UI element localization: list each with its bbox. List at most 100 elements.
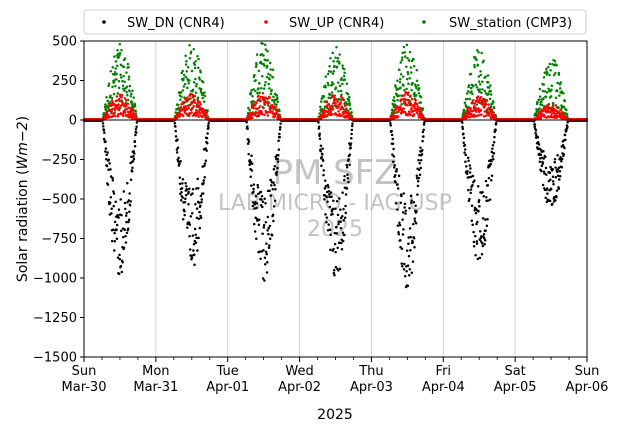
sw-dn-point [122, 235, 125, 239]
sw-dn-point [263, 279, 266, 282]
sw-station-point [338, 62, 341, 65]
sw-dn-point [113, 220, 117, 224]
sw-dn-point [252, 183, 256, 186]
sw-dn-point [194, 203, 197, 206]
sw-dn-point [325, 195, 328, 199]
sw-dn-point [343, 178, 346, 182]
sw-dn-point [206, 141, 209, 145]
sw-dn-point [330, 195, 333, 199]
sw-dn-point [107, 158, 111, 161]
sw-dn-point [319, 149, 322, 153]
sw-station-point [331, 51, 334, 55]
sw-station-point [350, 110, 353, 114]
sw-dn-point [197, 201, 201, 204]
sw-dn-point [389, 121, 392, 125]
sw-up-point [127, 110, 130, 114]
x-tick-label-date: Apr-04 [422, 380, 465, 395]
sw-dn-point [122, 190, 126, 193]
sw-station-point [106, 99, 110, 103]
sw-dn-point [419, 146, 422, 149]
sw-station-point [538, 107, 541, 110]
legend-label-sw-station: SW_station (CMP3) [449, 16, 572, 31]
sw-dn-point [417, 176, 421, 180]
sw-dn-point [274, 188, 277, 191]
sw-station-point [419, 95, 423, 99]
sw-dn-point [276, 166, 279, 170]
sw-dn-point [492, 152, 496, 155]
sw-station-point [177, 106, 180, 110]
sw-dn-point [401, 211, 405, 214]
sw-station-point [343, 67, 346, 71]
sw-dn-point [102, 137, 106, 141]
sw-dn-point [279, 122, 282, 125]
x-tick-label-date: Apr-06 [566, 380, 609, 395]
sw-dn-point [412, 200, 416, 204]
sw-up-point [321, 116, 325, 119]
sw-station-point [548, 73, 551, 77]
sw-up-point [479, 109, 483, 112]
sw-dn-point [471, 223, 474, 226]
sw-dn-point [266, 261, 269, 264]
sw-dn-point [421, 148, 424, 152]
sw-dn-point [342, 219, 346, 222]
sw-up-point [335, 113, 339, 117]
sw-dn-point [402, 228, 405, 231]
sw-station-point [465, 92, 469, 95]
sw-dn-point [462, 132, 465, 135]
sw-dn-point [257, 192, 260, 196]
sw-dn-point [260, 194, 264, 198]
sw-up-point [118, 106, 121, 109]
sw-dn-point [262, 223, 266, 227]
sw-station-point [345, 82, 349, 86]
sw-up-point [485, 99, 489, 102]
sw-station-point [402, 84, 405, 87]
sw-dn-point [323, 187, 327, 190]
sw-dn-point [257, 218, 261, 222]
sw-dn-point [265, 252, 268, 256]
sw-dn-point [276, 157, 279, 161]
sw-dn-point [272, 219, 275, 223]
sw-dn-point [206, 124, 210, 127]
sw-dn-point [126, 201, 129, 204]
sw-dn-point [113, 240, 117, 243]
sw-dn-point [252, 187, 255, 191]
sw-dn-point [268, 224, 272, 228]
sw-up-point [551, 104, 555, 107]
sw-station-point [392, 96, 396, 99]
sw-station-point [562, 105, 566, 108]
sw-station-point [107, 84, 110, 88]
legend-frame [83, 9, 587, 35]
sw-dn-point [554, 166, 557, 169]
sw-dn-point [406, 284, 410, 287]
sw-station-point [399, 61, 403, 64]
watermark: PM SFZ LAB MICRO - IAG USP 2025 [218, 153, 452, 242]
sw-dn-point [271, 187, 275, 191]
sw-up-point [193, 94, 197, 98]
sw-dn-point [102, 129, 106, 132]
sw-station-point [255, 63, 258, 67]
sw-dn-point [196, 249, 199, 252]
sw-up-point [473, 102, 476, 105]
sw-dn-point [549, 165, 552, 169]
sw-dn-point [268, 189, 271, 192]
sw-up-point [124, 110, 127, 114]
x-tick-label-day: Wed [285, 364, 313, 379]
sw-station-point [478, 83, 482, 86]
sw-dn-point [174, 129, 177, 133]
sw-station-point [131, 89, 134, 92]
sw-dn-point [176, 138, 179, 141]
sw-dn-point [186, 226, 189, 229]
sw-dn-point [478, 256, 482, 260]
sw-station-point [182, 73, 186, 77]
sw-dn-point [400, 194, 403, 198]
sw-station-point [401, 75, 405, 78]
x-tick-label-day: Thu [358, 364, 383, 379]
sw-dn-point [471, 183, 474, 187]
sw-dn-point [203, 175, 206, 179]
sw-dn-point [183, 213, 186, 217]
sw-station-point [486, 74, 490, 77]
sw-dn-point [483, 237, 486, 240]
sw-up-point [179, 106, 183, 109]
sw-station-point [123, 57, 127, 60]
sw-up-point [329, 109, 333, 112]
